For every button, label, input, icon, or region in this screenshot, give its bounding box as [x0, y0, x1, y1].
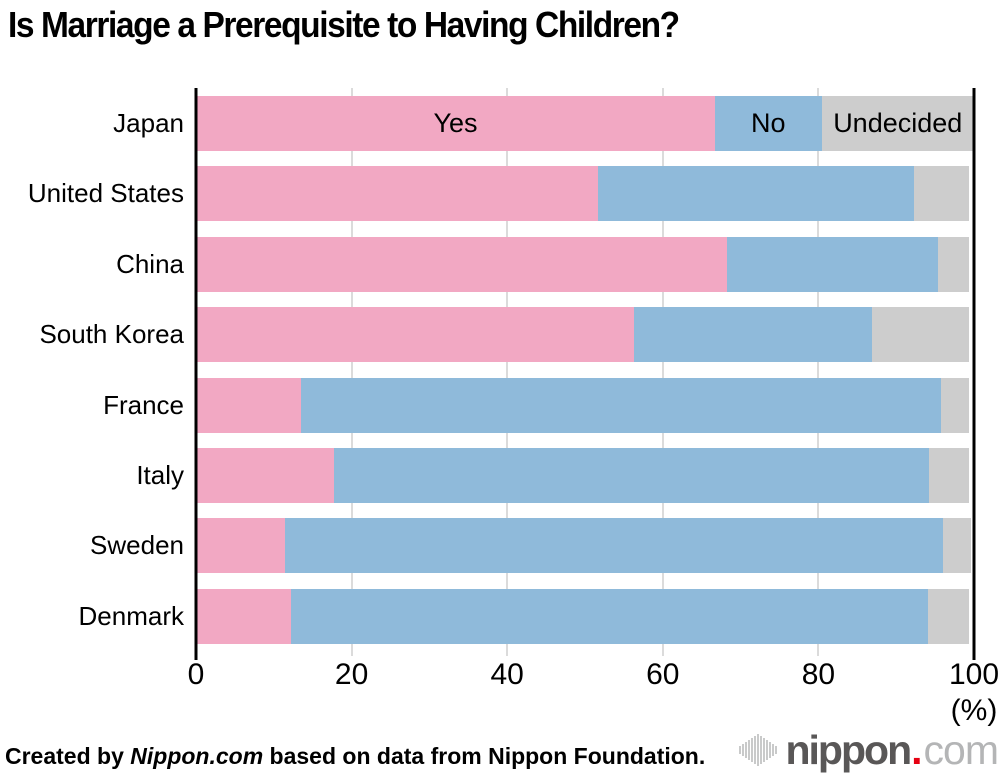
credit-site-name: Nippon.com	[130, 743, 264, 769]
series-label-no: No	[750, 108, 786, 138]
bar-segment-undecided: Undecided	[821, 96, 974, 151]
x-tick-label-100: 100	[948, 658, 1000, 691]
x-tick-label-80: 80	[801, 658, 836, 691]
category-label-united-states: United States	[27, 178, 184, 209]
bar-segment-no	[598, 166, 915, 222]
bar-segment-undecided	[914, 166, 970, 222]
logo-red-dot: .	[911, 726, 923, 773]
bar-segment-no	[285, 518, 943, 574]
gridline-80	[817, 88, 820, 656]
credit-prefix: Created by	[5, 743, 131, 769]
bar-segment-yes	[196, 166, 599, 222]
category-labels: Japan United States China South Korea France…	[0, 96, 184, 644]
logo-name: nippon	[785, 726, 913, 773]
waveform-icon	[738, 734, 777, 766]
x-tick-label-40: 40	[490, 658, 524, 691]
bar-row-china	[196, 236, 974, 292]
bar-row-denmark	[196, 588, 974, 644]
series-label-undecided: Undecided	[833, 108, 963, 138]
bar-row-south-korea	[196, 307, 974, 363]
credit-suffix: based on data from Nippon Foundation.	[263, 743, 706, 769]
x-tick-label-20: 20	[334, 658, 369, 691]
bar-segment-yes	[196, 307, 634, 363]
logo-tld: com	[923, 726, 999, 773]
logo-text: nippon. com	[785, 726, 1000, 774]
category-label-japan: Japan	[113, 108, 184, 138]
bar-segment-yes	[196, 377, 302, 433]
category-label-italy: Italy	[136, 460, 184, 490]
category-label-denmark: Denmark	[78, 600, 184, 631]
bar-row-united-states	[196, 166, 974, 222]
bar-row-france	[196, 377, 974, 433]
bar-segment-yes: Yes	[196, 96, 715, 151]
bar-segment-undecided	[940, 377, 969, 433]
bar-segment-no	[301, 377, 941, 433]
category-label-china: China	[116, 248, 184, 279]
bar-segment-yes	[196, 236, 727, 292]
bar-segment-undecided	[942, 518, 971, 574]
bar-segment-yes	[196, 518, 286, 574]
plot-area: (%) 0 20 40 60 80 100 Yes No Undecided	[188, 88, 999, 727]
category-label-south-korea: South Korea	[39, 319, 184, 350]
bar-segment-undecided	[872, 307, 969, 363]
bar-segment-undecided	[938, 236, 970, 292]
bar-segment-undecided	[928, 588, 970, 644]
gridline-20	[350, 88, 353, 656]
axis-line-0	[194, 88, 198, 660]
bar-segment-no	[634, 307, 873, 363]
series-label-yes: Yes	[433, 108, 478, 138]
bar-row-sweden	[196, 518, 974, 574]
nippon-com-logo: nippon. com	[738, 726, 1000, 774]
x-tick-label-60: 60	[646, 658, 680, 691]
bar-segment-undecided	[928, 448, 969, 503]
bar-row-italy	[196, 448, 974, 503]
x-axis-unit-label: (%)	[950, 694, 998, 727]
gridline-60	[661, 88, 664, 656]
chart-title: Is Marriage a Prerequisite to Having Chi…	[8, 4, 680, 45]
bar-segment-no	[290, 588, 929, 644]
bar-segment-yes	[196, 588, 291, 644]
category-label-sweden: Sweden	[90, 530, 184, 561]
bar-row-japan: Yes No Undecided	[196, 96, 974, 151]
credit-line: Created by Nippon.com based on data from…	[5, 743, 705, 770]
category-label-france: France	[103, 389, 184, 420]
bar-segment-no	[333, 448, 929, 503]
bar-segment-no	[726, 236, 939, 292]
bar-segment-yes	[196, 448, 334, 503]
axis-line-100	[972, 88, 976, 660]
gridline-40	[506, 88, 509, 656]
x-tick-label-0: 0	[187, 658, 205, 691]
bar-segment-no: No	[714, 96, 822, 151]
